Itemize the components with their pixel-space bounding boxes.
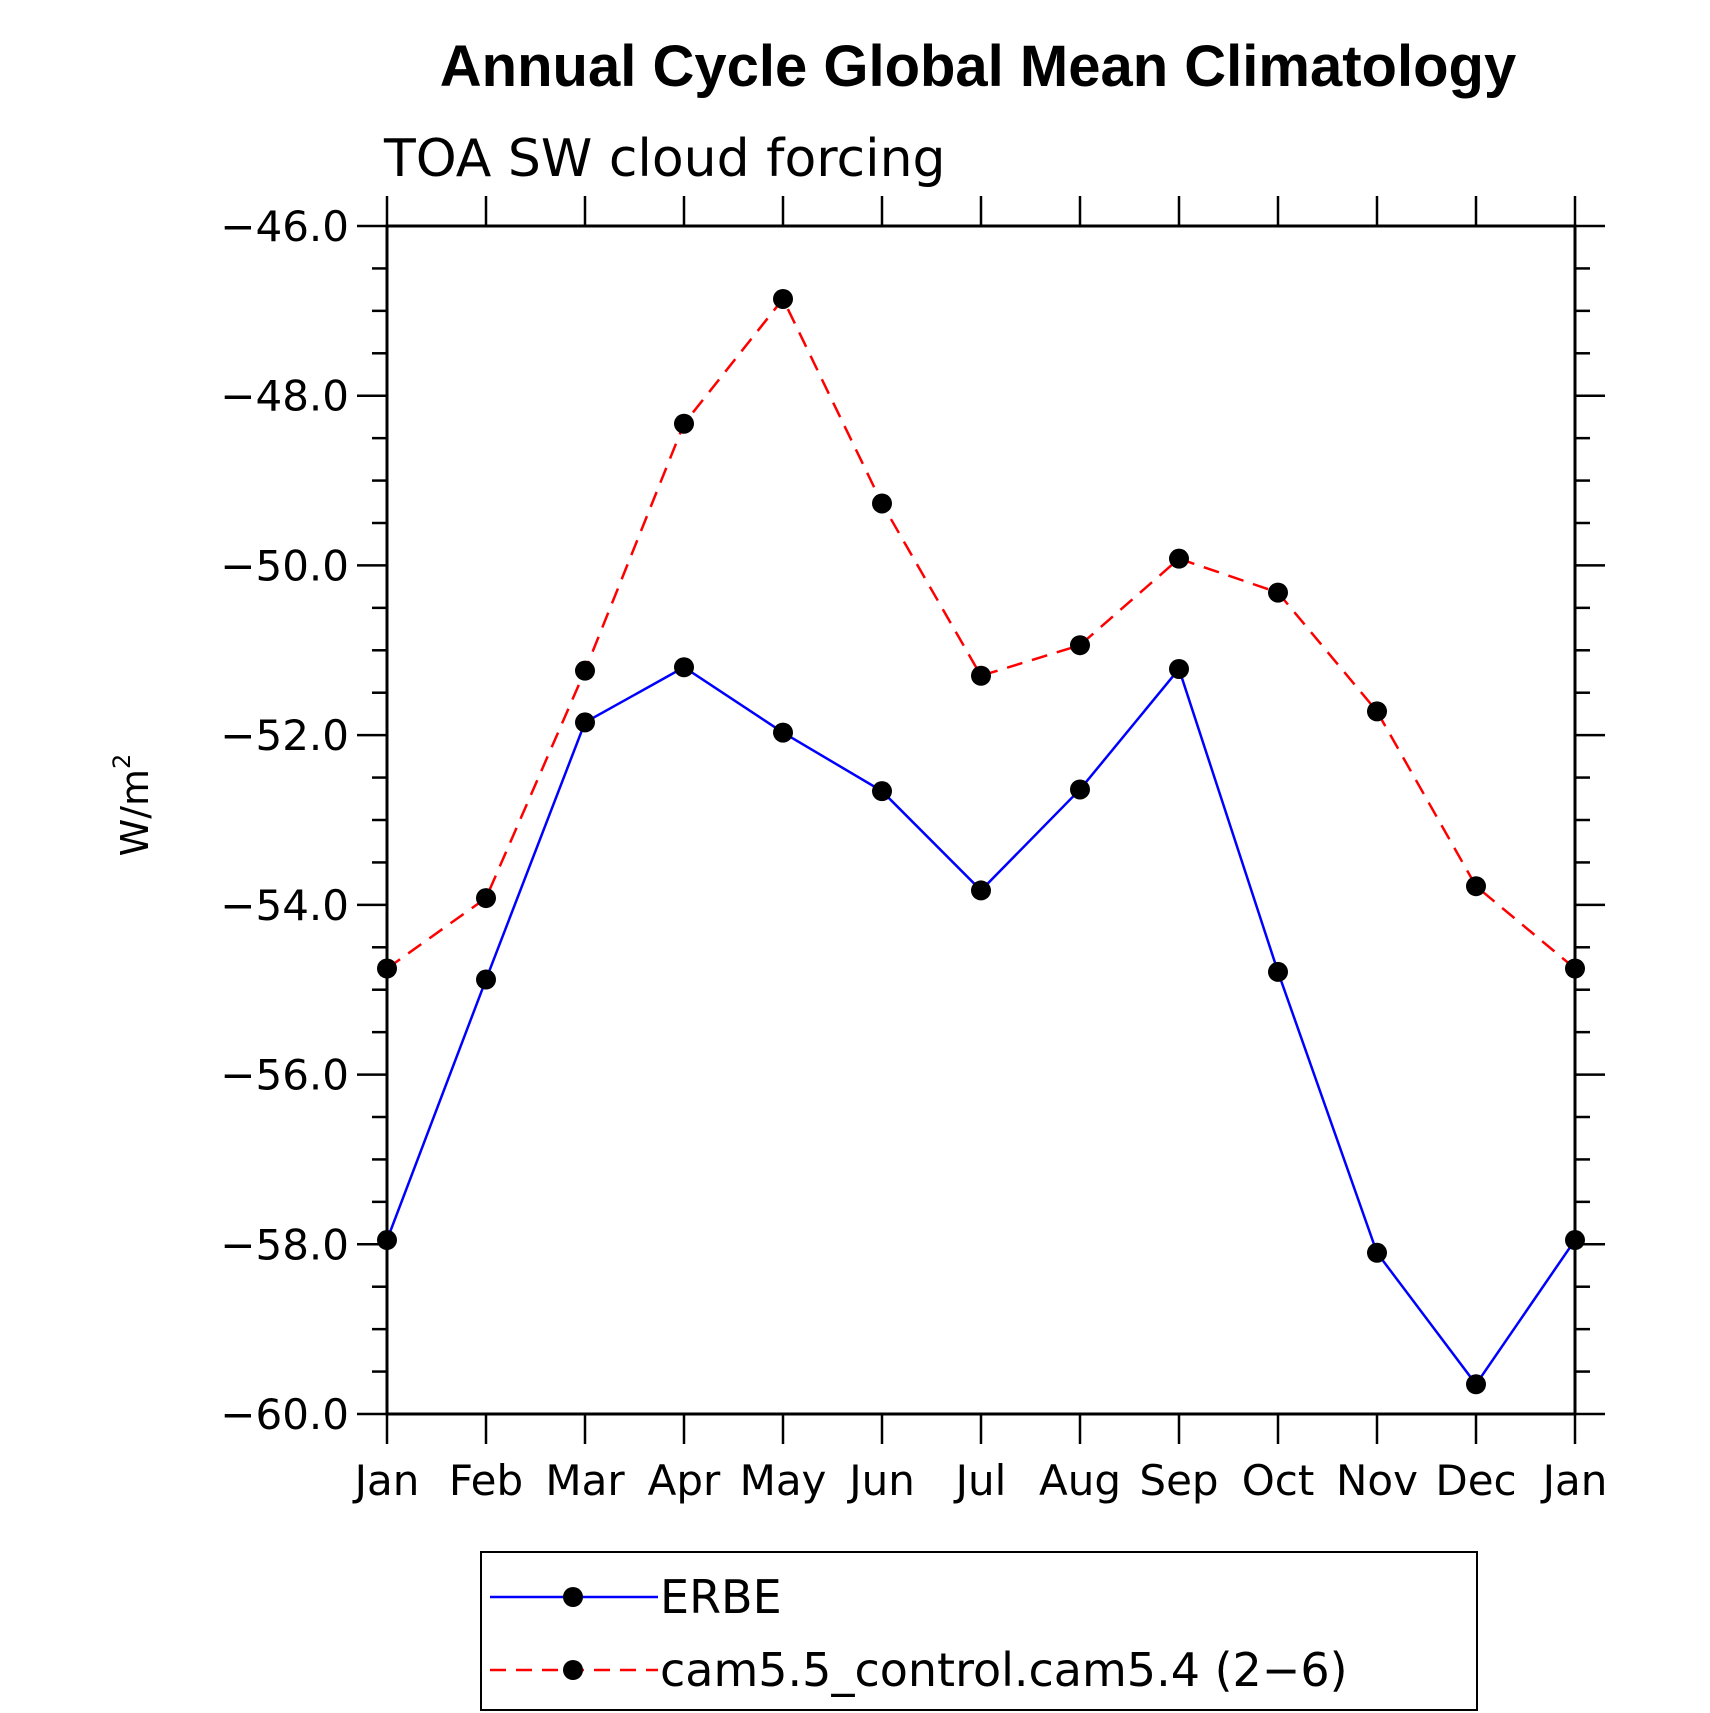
data-point [1070, 779, 1090, 800]
legend: ERBE cam5.5_control.cam5.4 (2−6) [480, 1551, 1478, 1711]
legend-marker [563, 1587, 583, 1607]
y-tick-label: −52.0 [220, 711, 349, 760]
data-point [872, 493, 892, 514]
plot-border [385, 224, 1577, 1416]
y-tick-label: −46.0 [220, 202, 349, 251]
data-point [1466, 876, 1486, 897]
svg-text:W/m2: W/m2 [108, 754, 157, 857]
x-tick-label: Sep [1139, 1456, 1218, 1505]
data-point [476, 888, 496, 909]
chart-subtitle: TOA SW cloud forcing [383, 129, 946, 189]
y-tick-label: −50.0 [220, 541, 349, 590]
data-point [1268, 582, 1288, 603]
x-tick-label: Jan [352, 1456, 420, 1505]
y-tick-label: −54.0 [220, 881, 349, 930]
x-tick-label: Feb [449, 1456, 523, 1505]
x-tick-label: Mar [545, 1456, 625, 1505]
y-tick-label: −58.0 [220, 1220, 349, 1269]
series-1 [377, 288, 1585, 979]
data-point [377, 1230, 397, 1251]
series-0 [377, 657, 1585, 1395]
y-axis-label-text: W/m [113, 769, 157, 856]
data-point [575, 660, 595, 681]
x-tick-label: Dec [1435, 1456, 1516, 1505]
data-point [674, 657, 694, 678]
data-point [575, 712, 595, 733]
plot-frame [385, 224, 1577, 1416]
legend-label: cam5.5_control.cam5.4 (2−6) [660, 1643, 1348, 1697]
series-line [386, 296, 1576, 970]
x-tick-label: May [740, 1456, 827, 1505]
chart-title: Annual Cycle Global Mean Climatology [440, 34, 1516, 99]
x-tick-label: Aug [1039, 1456, 1121, 1505]
data-point [1169, 658, 1189, 679]
y-axis-label-superscript: 2 [108, 754, 136, 769]
x-tick-label: Oct [1242, 1456, 1315, 1505]
data-point [1565, 1230, 1585, 1251]
y-axis-label: W/m2 [108, 754, 157, 857]
legend-box [480, 1551, 1478, 1711]
data-point [476, 969, 496, 990]
data-point [674, 413, 694, 434]
y-tick-label: −56.0 [220, 1051, 349, 1100]
data-point [872, 781, 892, 802]
x-tick-label: Jun [846, 1456, 915, 1505]
data-point [1466, 1374, 1486, 1395]
series-line [385, 665, 1577, 1387]
data-point [1565, 958, 1585, 979]
y-axis: −46.0 −48.0 −50.0 −52.0 −54.0 −56.0 −58.0 −60.0 [220, 202, 1605, 1439]
data-point [773, 288, 793, 309]
y-tick-label: −60.0 [220, 1390, 349, 1439]
legend-label: ERBE [660, 1570, 782, 1624]
data-point [1169, 548, 1189, 569]
data-point [773, 722, 793, 743]
legend-marker [563, 1660, 583, 1680]
x-tick-label: Apr [648, 1456, 721, 1505]
data-point [1070, 635, 1090, 656]
x-tick-label: Jul [953, 1456, 1007, 1505]
data-point [1367, 701, 1387, 722]
data-point [971, 665, 991, 686]
x-axis: Jan Feb Mar Apr May Jun Jul Aug Sep Oct Nov Dec Jan [352, 196, 1608, 1505]
x-tick-label: Jan [1540, 1456, 1608, 1505]
series-layer [377, 288, 1585, 1395]
data-point [971, 880, 991, 901]
data-point [1268, 961, 1288, 982]
x-tick-label: Nov [1336, 1456, 1418, 1505]
data-point [377, 958, 397, 979]
y-tick-label: −48.0 [220, 372, 349, 421]
data-point [1367, 1242, 1387, 1263]
